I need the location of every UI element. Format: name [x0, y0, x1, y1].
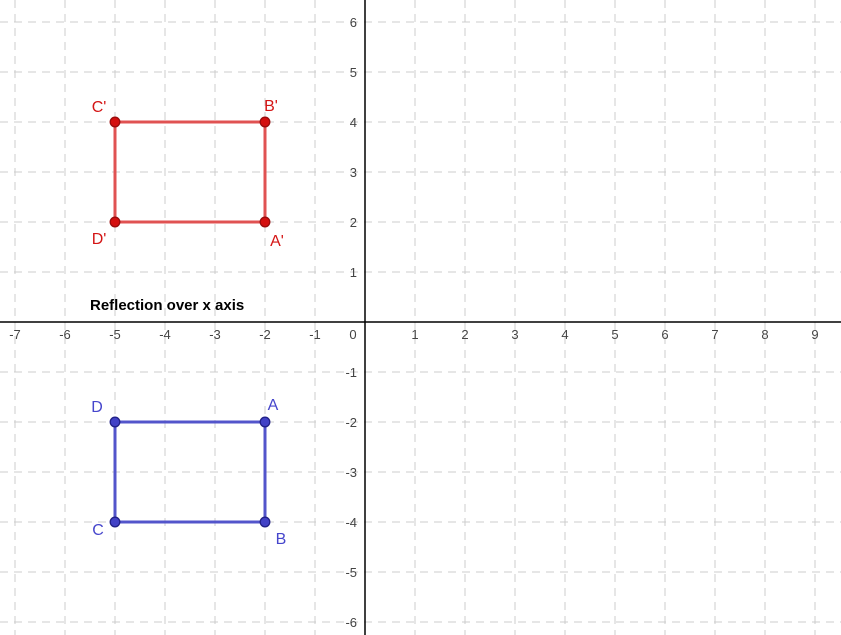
x-tick-label-4: 4	[561, 327, 568, 342]
y-tick-label-6: 6	[350, 15, 357, 30]
x-tick-label-6: 6	[661, 327, 668, 342]
y-tick-label-4: 4	[350, 115, 357, 130]
y-tick-label-3: 3	[350, 165, 357, 180]
vertex-label-A-prime: A'	[270, 233, 284, 250]
x-tick-label--7: -7	[9, 327, 21, 342]
x-tick-label-8: 8	[761, 327, 768, 342]
y-tick-label-1: 1	[350, 265, 357, 280]
point-B[interactable]	[259, 516, 271, 528]
vertex-label-B-prime: B'	[264, 98, 278, 115]
vertex-label-D: D	[91, 399, 103, 416]
reflection-annotation: Reflection over x axis	[90, 297, 244, 314]
x-tick-label-1: 1	[411, 327, 418, 342]
y-tick-label--3: -3	[345, 465, 357, 480]
x-tick-label--6: -6	[59, 327, 71, 342]
vertex-label-C-prime: C'	[92, 99, 107, 116]
vertex-label-B: B	[276, 531, 287, 548]
x-tick-label-0: 0	[349, 327, 356, 342]
point-C[interactable]	[109, 516, 121, 528]
x-tick-label--2: -2	[259, 327, 271, 342]
y-tick-label--1: -1	[345, 365, 357, 380]
x-tick-label-2: 2	[461, 327, 468, 342]
vertex-label-D-prime: D'	[92, 231, 107, 248]
y-tick-label--4: -4	[345, 515, 357, 530]
x-tick-label--5: -5	[109, 327, 121, 342]
y-tick-label-5: 5	[350, 65, 357, 80]
x-tick-label-9: 9	[811, 327, 818, 342]
point-C-prime[interactable]	[109, 116, 121, 128]
vertex-label-A: A	[268, 397, 279, 414]
y-tick-label--2: -2	[345, 415, 357, 430]
x-tick-label--1: -1	[309, 327, 321, 342]
y-tick-label--5: -5	[345, 565, 357, 580]
y-tick-label-2: 2	[350, 215, 357, 230]
x-tick-label--3: -3	[209, 327, 221, 342]
x-tick-label-5: 5	[611, 327, 618, 342]
point-D[interactable]	[109, 416, 121, 428]
vertex-label-C: C	[92, 522, 104, 539]
point-B-prime[interactable]	[259, 116, 271, 128]
x-tick-label--4: -4	[159, 327, 171, 342]
x-tick-label-3: 3	[511, 327, 518, 342]
point-A[interactable]	[259, 416, 271, 428]
x-tick-label-7: 7	[711, 327, 718, 342]
point-D-prime[interactable]	[109, 216, 121, 228]
y-tick-label--6: -6	[345, 615, 357, 630]
point-A-prime[interactable]	[259, 216, 271, 228]
